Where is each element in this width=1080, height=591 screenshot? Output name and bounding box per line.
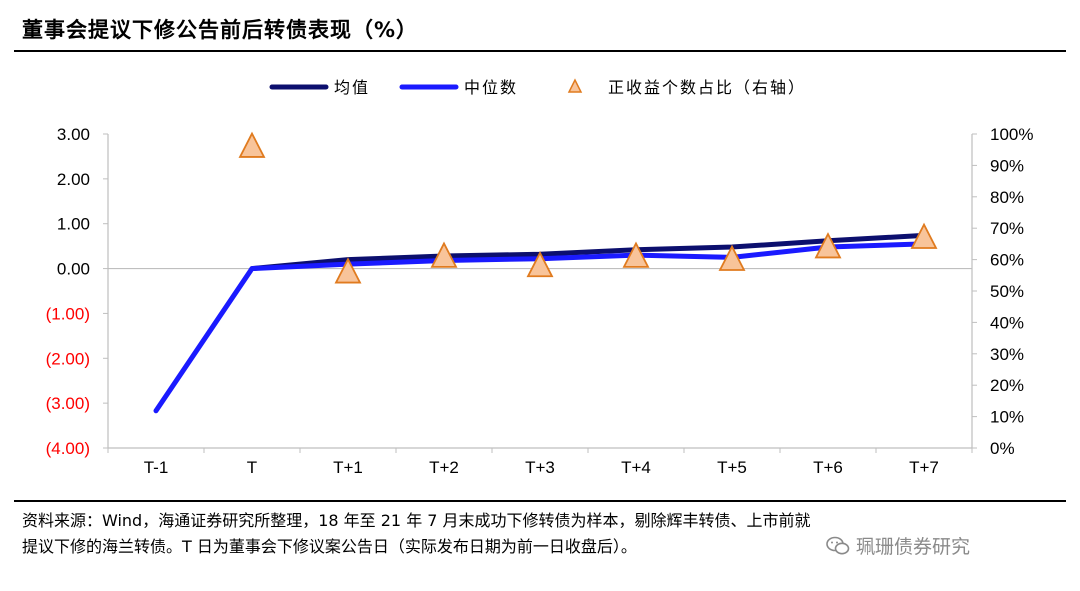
- left-tick-label: 0.00: [57, 260, 90, 279]
- right-tick-label: 40%: [990, 313, 1024, 332]
- triangle-marker: [718, 244, 746, 271]
- series-line-mean: [249, 232, 927, 272]
- triangle-marker: [814, 232, 842, 259]
- series-markers: [238, 131, 938, 284]
- wechat-icon: [826, 536, 850, 554]
- legend-label-median: 中位数: [464, 79, 518, 97]
- right-tick-label: 100%: [990, 125, 1033, 144]
- right-axis-ticks: 100% 90% 80% 70% 60% 50% 40% 30% 20% 10% 0%: [972, 125, 1033, 458]
- watermark: 珮珊债券研究: [826, 532, 970, 559]
- triangle-marker: [238, 131, 266, 158]
- x-tick-label: T+3: [525, 458, 555, 477]
- source-note-line2: 提议下修的海兰转债。T 日为董事会下修议案公告日（实际发布日期为前一日收盘后）。: [22, 537, 637, 556]
- legend-swatch-positive-share: [567, 78, 583, 93]
- x-tick-label: T+5: [717, 458, 747, 477]
- right-tick-label: 80%: [990, 188, 1024, 207]
- x-tick-label: T+2: [429, 458, 459, 477]
- right-tick-label: 0%: [990, 439, 1015, 458]
- left-tick-label: (1.00): [46, 304, 90, 323]
- x-tick-label: T+6: [813, 458, 843, 477]
- x-tick-label: T+7: [909, 458, 939, 477]
- left-tick-label: (4.00): [46, 439, 90, 458]
- left-tick-label: 2.00: [57, 170, 90, 189]
- right-tick-label: 20%: [990, 376, 1024, 395]
- right-tick-label: 90%: [990, 156, 1024, 175]
- left-axis-ticks: 3.00 2.00 1.00 0.00 (1.00) (2.00) (3.00) (4.00): [46, 125, 108, 458]
- legend: 均值 中位数 正收益个数占比（右轴）: [269, 78, 806, 97]
- x-tick-label: T: [247, 458, 257, 477]
- source-note: 资料来源：Wind，海通证券研究所整理，18 年至 21 年 7 月末成功下修转…: [22, 508, 1062, 560]
- triangle-marker: [430, 241, 458, 268]
- right-tick-label: 30%: [990, 345, 1024, 364]
- right-tick-label: 70%: [990, 219, 1024, 238]
- legend-label-positive-share: 正收益个数占比（右轴）: [608, 79, 806, 97]
- x-axis-ticks: T-1 T T+1 T+2 T+3 T+4 T+5 T+6 T+7: [107, 448, 973, 477]
- triangle-marker: [910, 222, 938, 249]
- right-tick-label: 50%: [990, 282, 1024, 301]
- left-tick-label: 3.00: [57, 125, 90, 144]
- left-tick-label: 1.00: [57, 215, 90, 234]
- left-tick-label: (2.00): [46, 349, 90, 368]
- source-note-line1: 资料来源：Wind，海通证券研究所整理，18 年至 21 年 7 月末成功下修转…: [22, 511, 811, 530]
- triangle-marker: [622, 241, 650, 268]
- left-tick-label: (3.00): [46, 394, 90, 413]
- right-tick-label: 10%: [990, 408, 1024, 427]
- watermark-text: 珮珊债券研究: [856, 536, 971, 558]
- x-tick-label: T-1: [144, 458, 169, 477]
- legend-label-mean: 均值: [334, 79, 370, 97]
- note-rule: [14, 500, 1066, 502]
- chart-title: 董事会提议下修公告前后转债表现（%）: [22, 18, 419, 42]
- right-tick-label: 60%: [990, 251, 1024, 270]
- triangle-marker: [526, 250, 554, 278]
- x-tick-label: T+4: [621, 458, 651, 477]
- title-rule: [14, 50, 1066, 52]
- x-tick-label: T+1: [333, 458, 363, 477]
- chart: 均值 中位数 正收益个数占比（右轴） 3.00 2.00 1.00 0.00 (1.00) (…: [46, 78, 1033, 477]
- triangle-marker: [334, 257, 362, 284]
